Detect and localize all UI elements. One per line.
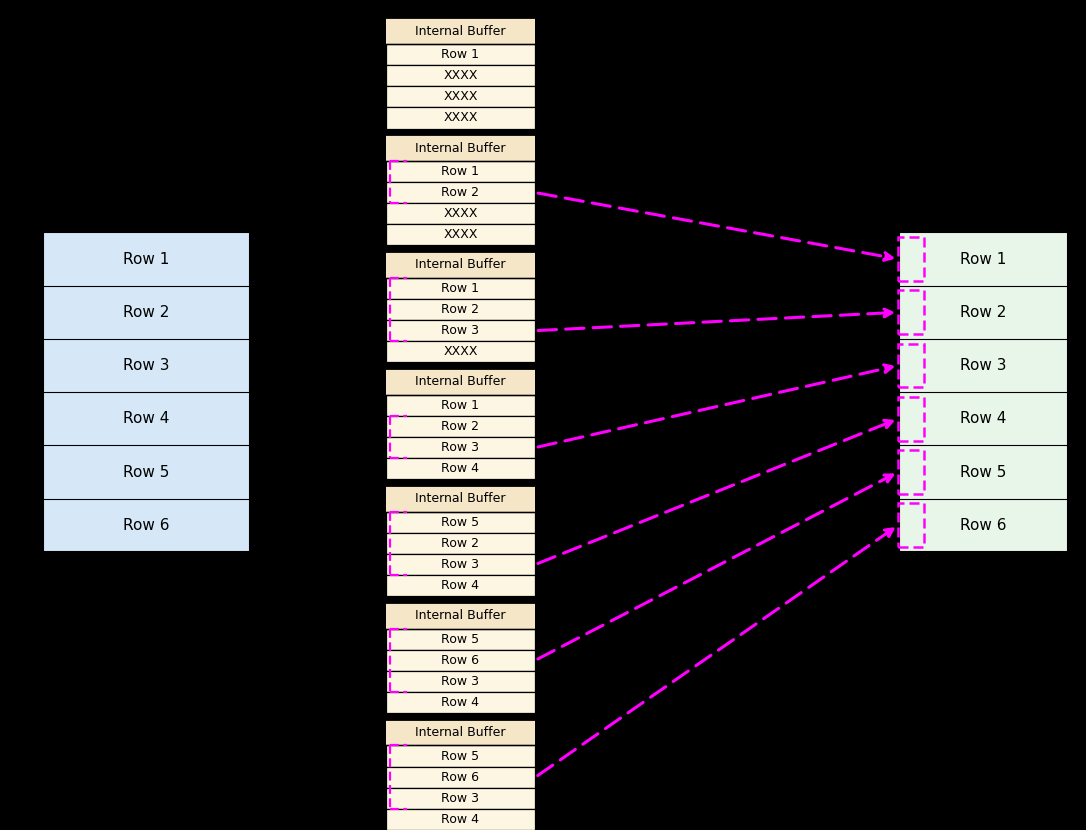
Text: Row 6: Row 6 (124, 518, 169, 533)
Text: Row 2: Row 2 (442, 303, 479, 316)
FancyBboxPatch shape (386, 486, 535, 596)
Text: XXXX: XXXX (443, 90, 478, 103)
Text: Internal Buffer: Internal Buffer (415, 25, 506, 37)
FancyBboxPatch shape (386, 203, 535, 224)
FancyBboxPatch shape (386, 628, 535, 650)
FancyBboxPatch shape (386, 320, 535, 341)
FancyBboxPatch shape (386, 299, 535, 320)
Text: Row 2: Row 2 (442, 537, 479, 549)
Text: Row 1: Row 1 (442, 48, 479, 61)
FancyBboxPatch shape (43, 232, 250, 552)
FancyBboxPatch shape (386, 671, 535, 692)
FancyBboxPatch shape (386, 135, 535, 161)
FancyBboxPatch shape (386, 720, 535, 745)
FancyBboxPatch shape (386, 252, 535, 363)
Text: XXXX: XXXX (443, 208, 478, 220)
Text: Row 1: Row 1 (442, 282, 479, 295)
Text: Row 4: Row 4 (442, 813, 479, 826)
Text: Row 1: Row 1 (124, 251, 169, 266)
FancyBboxPatch shape (386, 650, 535, 671)
FancyBboxPatch shape (386, 44, 535, 65)
FancyBboxPatch shape (386, 458, 535, 479)
Text: Internal Buffer: Internal Buffer (415, 609, 506, 622)
Text: Row 2: Row 2 (124, 305, 169, 320)
Text: Row 3: Row 3 (442, 675, 479, 688)
FancyBboxPatch shape (386, 135, 535, 246)
Text: Row 3: Row 3 (124, 358, 169, 373)
Text: Internal Buffer: Internal Buffer (415, 726, 506, 739)
Text: Row 2: Row 2 (442, 186, 479, 199)
Text: Row 4: Row 4 (124, 412, 169, 427)
FancyBboxPatch shape (386, 341, 535, 363)
Text: Row 5: Row 5 (441, 515, 480, 529)
FancyBboxPatch shape (386, 395, 535, 416)
FancyBboxPatch shape (386, 720, 535, 830)
FancyBboxPatch shape (386, 575, 535, 596)
Text: XXXX: XXXX (443, 228, 478, 242)
Text: XXXX: XXXX (443, 69, 478, 82)
FancyBboxPatch shape (386, 437, 535, 458)
FancyBboxPatch shape (386, 809, 535, 830)
FancyBboxPatch shape (386, 18, 535, 44)
Text: Row 6: Row 6 (442, 654, 479, 666)
FancyBboxPatch shape (386, 86, 535, 107)
Text: Row 1: Row 1 (442, 165, 479, 178)
Text: Row 4: Row 4 (442, 462, 479, 476)
Text: XXXX: XXXX (443, 111, 478, 124)
FancyBboxPatch shape (386, 224, 535, 246)
FancyBboxPatch shape (386, 692, 535, 713)
FancyBboxPatch shape (386, 161, 535, 182)
FancyBboxPatch shape (386, 603, 535, 713)
FancyBboxPatch shape (386, 107, 535, 129)
FancyBboxPatch shape (899, 232, 1068, 552)
Text: Row 1: Row 1 (960, 251, 1007, 266)
FancyBboxPatch shape (386, 603, 535, 628)
Text: Row 5: Row 5 (441, 749, 480, 763)
FancyBboxPatch shape (386, 369, 535, 395)
Text: Row 2: Row 2 (442, 420, 479, 433)
Text: Row 4: Row 4 (442, 696, 479, 709)
FancyBboxPatch shape (386, 533, 535, 554)
Text: Row 3: Row 3 (442, 792, 479, 805)
FancyBboxPatch shape (386, 182, 535, 203)
FancyBboxPatch shape (386, 511, 535, 533)
Text: Internal Buffer: Internal Buffer (415, 375, 506, 388)
FancyBboxPatch shape (386, 369, 535, 479)
Text: Row 5: Row 5 (960, 465, 1007, 480)
FancyBboxPatch shape (386, 278, 535, 299)
Text: Internal Buffer: Internal Buffer (415, 142, 506, 154)
Text: Internal Buffer: Internal Buffer (415, 258, 506, 271)
FancyBboxPatch shape (386, 486, 535, 511)
FancyBboxPatch shape (386, 745, 535, 767)
FancyBboxPatch shape (386, 18, 535, 129)
Text: Row 4: Row 4 (960, 412, 1007, 427)
FancyBboxPatch shape (386, 788, 535, 809)
Text: XXXX: XXXX (443, 345, 478, 359)
Text: Row 5: Row 5 (124, 465, 169, 480)
FancyBboxPatch shape (386, 416, 535, 437)
Text: Row 6: Row 6 (442, 771, 479, 784)
Text: Row 3: Row 3 (442, 558, 479, 571)
Text: Row 6: Row 6 (960, 518, 1007, 533)
FancyBboxPatch shape (386, 554, 535, 575)
Text: Row 3: Row 3 (442, 441, 479, 454)
FancyBboxPatch shape (386, 65, 535, 86)
FancyBboxPatch shape (386, 767, 535, 788)
FancyBboxPatch shape (386, 252, 535, 278)
Text: Row 3: Row 3 (442, 325, 479, 337)
Text: Row 4: Row 4 (442, 579, 479, 592)
Text: Row 5: Row 5 (441, 632, 480, 646)
Text: Internal Buffer: Internal Buffer (415, 492, 506, 505)
Text: Row 2: Row 2 (960, 305, 1007, 320)
Text: Row 3: Row 3 (960, 358, 1007, 373)
Text: Row 1: Row 1 (442, 398, 479, 412)
